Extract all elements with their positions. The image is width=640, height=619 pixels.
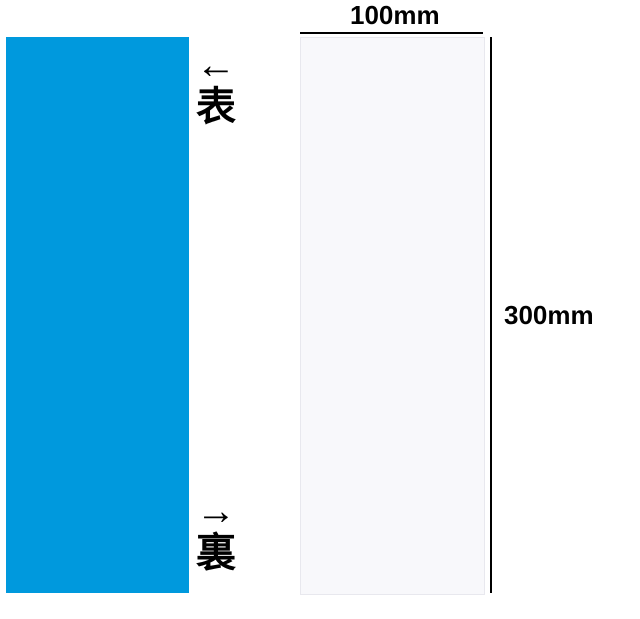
height-dimension-label: 300mm	[504, 300, 594, 331]
width-dimension-line	[300, 32, 483, 34]
front-panel	[6, 37, 189, 593]
height-dimension-line	[490, 37, 492, 593]
width-dimension-label: 100mm	[350, 0, 440, 31]
front-side-label: ← 表	[196, 44, 236, 128]
arrow-right-icon: →	[196, 490, 236, 532]
arrow-left-icon: ←	[196, 44, 236, 86]
back-panel	[300, 37, 485, 595]
back-text: 裏	[196, 532, 236, 574]
back-side-label: → 裏	[196, 490, 236, 574]
front-text: 表	[196, 86, 236, 128]
